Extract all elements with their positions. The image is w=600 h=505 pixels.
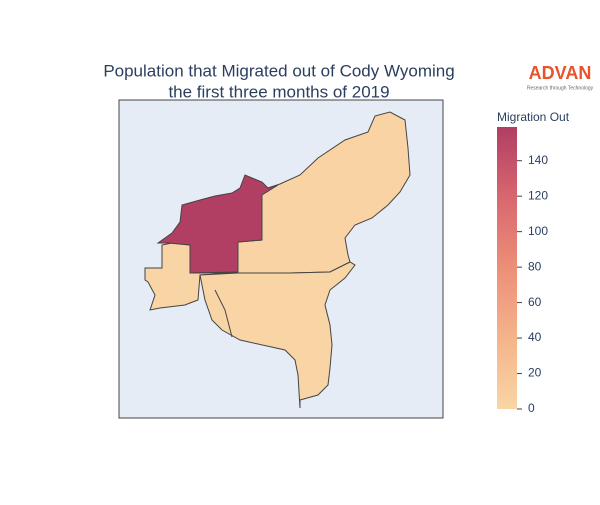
colorbar-tick-label: 60 bbox=[528, 295, 542, 309]
boundary bbox=[214, 289, 233, 338]
colorbar-tick-label: 0 bbox=[528, 401, 535, 415]
colorbar-tick-label: 100 bbox=[528, 224, 548, 238]
chart-title: Population that Migrated out of Cody Wyo… bbox=[103, 61, 454, 80]
logo-tagline: Research through Technology bbox=[527, 85, 594, 91]
colorbar bbox=[497, 127, 517, 409]
colorbar-tick-label: 80 bbox=[528, 259, 542, 273]
region bbox=[199, 261, 356, 409]
colorbar-tick-label: 20 bbox=[528, 366, 542, 380]
chart-subtitle: the first three months of 2019 bbox=[168, 82, 389, 101]
logo: ADVAN bbox=[529, 63, 592, 83]
colorbar-tick-label: 140 bbox=[528, 153, 548, 167]
colorbar-title: Migration Out bbox=[497, 110, 570, 124]
colorbar-tick-label: 120 bbox=[528, 188, 548, 202]
regions bbox=[144, 111, 411, 409]
region bbox=[144, 242, 239, 311]
colorbar-tick-label: 40 bbox=[528, 330, 542, 344]
region bbox=[156, 174, 279, 274]
